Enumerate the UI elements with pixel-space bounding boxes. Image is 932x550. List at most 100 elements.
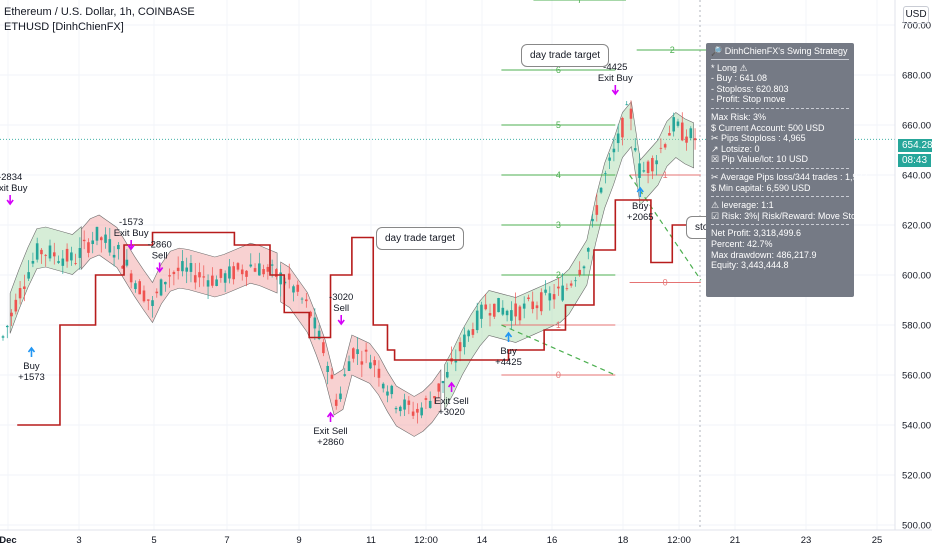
signal-arrow	[27, 346, 36, 357]
countdown-tag: 08:43	[898, 154, 932, 167]
candle-body	[501, 307, 505, 315]
candle-body	[373, 360, 376, 366]
y-tick-label: 520.00	[902, 471, 931, 482]
cloud-segment	[444, 100, 694, 411]
candle-body	[463, 334, 466, 348]
candle-body	[411, 411, 415, 416]
x-tick-label: 12:00	[414, 535, 438, 546]
candle-body	[522, 303, 526, 309]
candle-body	[65, 248, 69, 262]
candle-body	[676, 121, 680, 126]
candle-body	[488, 313, 492, 316]
candle-body	[305, 299, 308, 302]
signal-label: Buy	[23, 361, 40, 372]
projection-line	[501, 324, 616, 376]
time-axis[interactable]: Dec 3 5 7 9 11 12:00 14 16 18 12:00 21 23 25	[0, 529, 932, 546]
candle-body	[326, 365, 329, 372]
price-axis[interactable]: 500.00 520.00 540.00 560.00 580.00 600.00 620.…	[894, 0, 932, 550]
candle-body	[313, 317, 317, 329]
candle-body	[82, 239, 86, 242]
cloud-segment	[9, 226, 82, 334]
indicator-label[interactable]: ETHUSD [DinhChienFX]	[4, 21, 124, 33]
panel-line: ☒ Pip Value/lot: 10 USD	[711, 154, 808, 165]
candle-body	[322, 342, 325, 354]
candle-body	[211, 275, 214, 286]
signal-label: Sell	[333, 303, 349, 314]
candle-body	[569, 283, 573, 286]
candle-body	[360, 361, 364, 365]
level-label: 7	[577, 0, 582, 5]
x-tick-label: 12:00	[667, 535, 691, 546]
candle-body	[1, 336, 5, 338]
candle-body	[527, 297, 530, 300]
panel-line: Percent: 42.7%	[711, 238, 773, 249]
candle-body	[287, 273, 291, 280]
price-axis-bg	[895, 0, 932, 550]
candle-body	[27, 272, 30, 279]
signal-label: Exit Buy	[598, 73, 633, 84]
candle-body	[181, 261, 184, 272]
signal-label: +2065	[627, 212, 654, 223]
candle-body	[407, 400, 411, 405]
candle-body	[44, 254, 48, 256]
panel-line: $ Min capital: 6,590 USD	[711, 182, 811, 193]
candle-body	[403, 399, 406, 410]
candle-body	[198, 272, 201, 278]
panel-line: Max drawdown: 486,217.9	[711, 249, 817, 260]
candle-body	[377, 368, 381, 378]
x-tick-label: 25	[872, 535, 883, 546]
candle-body	[518, 306, 522, 321]
y-tick-label: 680.00	[902, 71, 931, 82]
candle-body	[70, 252, 73, 261]
candle-body	[492, 303, 496, 317]
candle-body	[266, 266, 270, 272]
candle-body	[646, 161, 650, 173]
candle-body	[228, 266, 231, 279]
y-tick-label: 660.00	[902, 121, 931, 132]
candle-body	[99, 237, 103, 241]
candle-body	[129, 273, 133, 283]
candle-body	[433, 396, 436, 399]
signal-arrow	[156, 262, 164, 273]
candle-body	[18, 288, 22, 299]
signal-label: +2860	[317, 437, 344, 448]
candle-body	[330, 374, 334, 379]
candle-body	[467, 330, 470, 337]
signal-label: Sell	[152, 251, 168, 262]
signal-label: Exit Buy	[114, 228, 149, 239]
candle-body	[608, 157, 611, 161]
currency-button[interactable]: USD	[903, 6, 929, 24]
grid-lines	[0, 0, 895, 530]
candle-body	[112, 254, 116, 258]
candle-body	[642, 170, 646, 172]
candle-body	[685, 136, 688, 143]
level-label: 6	[556, 65, 561, 75]
candle-body	[223, 273, 227, 283]
signal-arrow	[6, 195, 14, 206]
chart-title: Ethereum / U.S. Dollar, 1h, COINBASE	[4, 6, 195, 18]
candle-body	[296, 284, 300, 292]
callout-day-trade-1: day trade target	[521, 44, 610, 67]
candle-body	[125, 259, 129, 266]
candle-body	[334, 399, 338, 406]
candle-body	[172, 271, 176, 275]
candle-body	[108, 239, 112, 253]
candle-body	[505, 310, 509, 316]
candle-body	[535, 305, 539, 309]
candle-body	[138, 281, 142, 295]
candle-body	[151, 300, 154, 306]
y-tick-label: 540.00	[902, 421, 931, 432]
candle-body	[655, 160, 658, 165]
candle-body	[586, 248, 590, 252]
candle-body	[629, 108, 633, 119]
candle-body	[561, 285, 564, 301]
candle-body	[215, 279, 218, 286]
candle-body	[142, 290, 146, 302]
candle-body	[672, 117, 676, 132]
candle-body	[604, 173, 607, 174]
candle-body	[668, 133, 671, 136]
candle-body	[91, 240, 95, 245]
candle-body	[155, 291, 159, 294]
candle-body	[616, 133, 620, 144]
